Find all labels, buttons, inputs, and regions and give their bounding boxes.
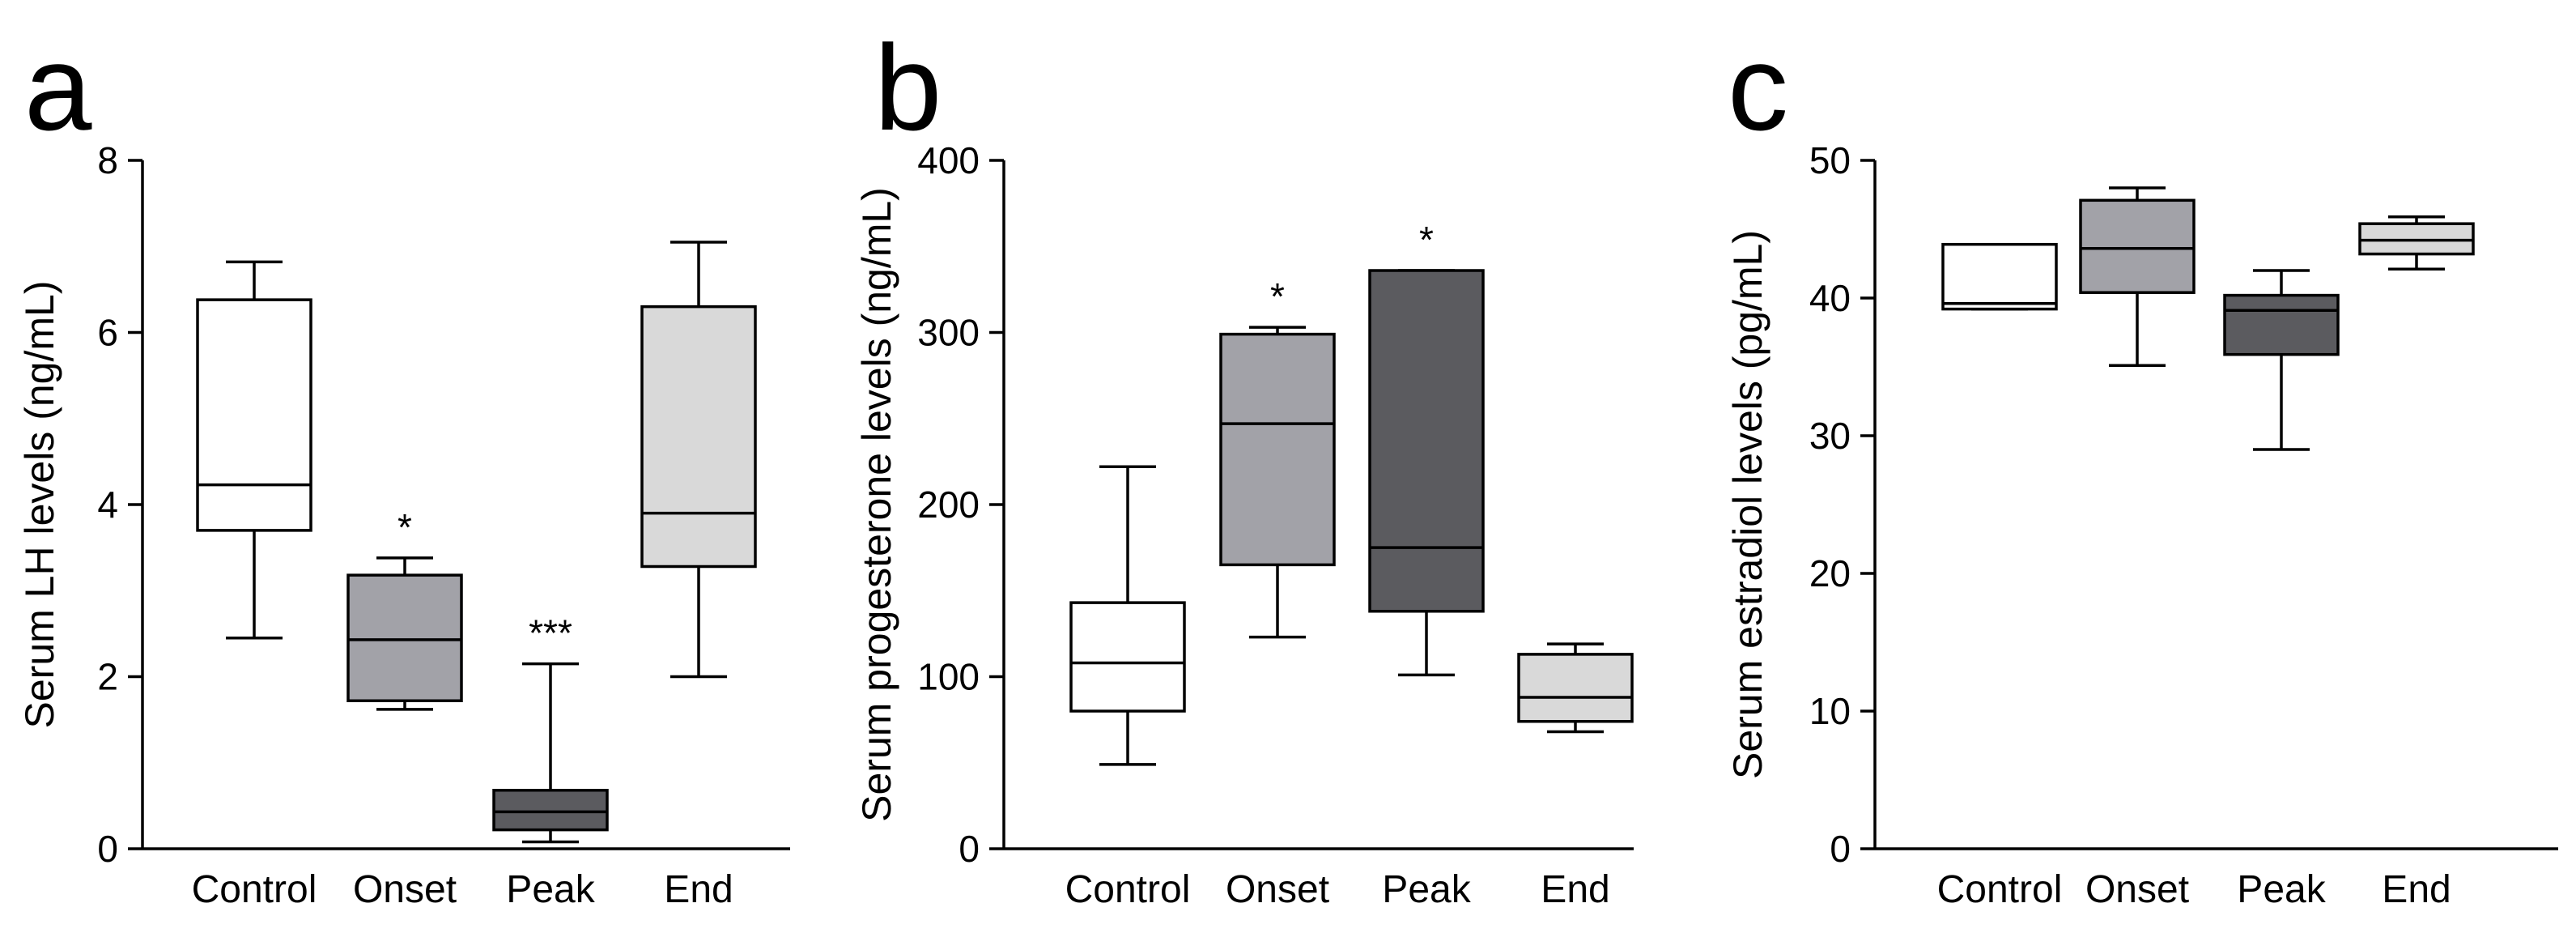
iqr-box: [1941, 242, 2058, 311]
x-category-label: Onset: [1226, 868, 1329, 911]
y-axis-title: Serum progesterone levels (ng/mL): [854, 187, 899, 822]
x-category-label: Control: [1937, 868, 2063, 911]
box-peak: [2223, 269, 2340, 451]
iqr-box: [346, 573, 463, 702]
box-end: [2358, 215, 2475, 271]
box-onset: *: [1219, 275, 1336, 639]
y-tick-label: 200: [917, 484, 980, 526]
box-peak: *: [1368, 219, 1485, 677]
y-tick-label: 0: [97, 828, 118, 870]
y-tick-label: 20: [1809, 552, 1851, 594]
y-tick-label: 0: [1830, 828, 1851, 870]
panel-letter: b: [874, 19, 942, 156]
y-axis-title: Serum LH levels (ng/mL): [17, 281, 62, 729]
panel-letter: c: [1728, 19, 1788, 156]
box-control: [196, 260, 312, 640]
panel-letter: a: [24, 19, 92, 156]
box-peak: ***: [492, 612, 609, 844]
y-tick-label: 10: [1809, 690, 1851, 732]
y-tick-label: 40: [1809, 277, 1851, 319]
y-tick-label: 2: [97, 656, 118, 698]
iqr-box: [1069, 601, 1186, 713]
iqr-box: [2079, 198, 2196, 294]
box-onset: [2079, 186, 2196, 368]
x-category-label: End: [2382, 868, 2451, 911]
y-tick-label: 30: [1809, 415, 1851, 457]
iqr-box: [640, 305, 757, 569]
iqr-box: [1219, 332, 1336, 567]
y-tick-label: 8: [97, 139, 118, 181]
x-category-label: Control: [1065, 868, 1191, 911]
box-control: [1069, 465, 1186, 766]
iqr-box: [196, 298, 312, 532]
x-category-label: End: [664, 868, 733, 911]
x-category-label: Peak: [506, 868, 595, 911]
x-category-label: Peak: [2237, 868, 2326, 911]
significance-marker: *: [1419, 219, 1434, 261]
box-control: [1941, 242, 2058, 311]
y-tick-label: 50: [1809, 139, 1851, 181]
panel-b: b 0 100 200 300 400 Serum progesterone levels …: [854, 19, 1634, 911]
y-tick-label: 4: [97, 484, 118, 526]
y-tick-label: 0: [959, 828, 980, 870]
box-onset: *: [346, 506, 463, 711]
significance-marker: ***: [529, 612, 572, 654]
iqr-box: [2223, 293, 2340, 356]
x-category-label: Peak: [1382, 868, 1471, 911]
x-category-label: Onset: [353, 868, 457, 911]
significance-marker: *: [1270, 275, 1285, 317]
significance-marker: *: [397, 506, 412, 548]
panel-c: c 0 10 20 30 40 50 Serum estradiol levels (pg/m…: [1725, 19, 2558, 911]
x-category-label: Onset: [2085, 868, 2189, 911]
iqr-box: [1368, 269, 1485, 613]
x-category-label: Control: [192, 868, 317, 911]
y-axis-title: Serum estradiol levels (pg/mL): [1725, 230, 1770, 779]
y-tick-label: 100: [917, 656, 980, 698]
iqr-box: [1517, 653, 1634, 723]
iqr-box: [492, 789, 609, 832]
box-end: [1517, 642, 1634, 734]
y-tick-label: 300: [917, 312, 980, 354]
y-tick-label: 6: [97, 312, 118, 354]
box-end: [640, 241, 757, 679]
y-tick-label: 400: [917, 139, 980, 181]
x-category-label: End: [1541, 868, 1609, 911]
panel-a: a 0 2 4 6 8 Serum LH levels (ng/mL) Control Onse…: [17, 19, 790, 911]
